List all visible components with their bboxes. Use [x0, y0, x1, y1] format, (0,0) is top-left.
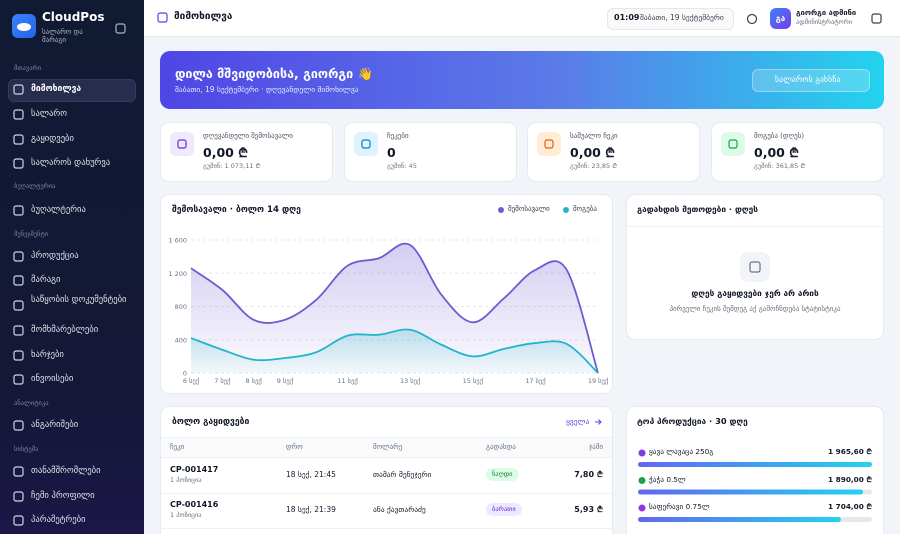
- top-products-card: [626, 406, 884, 534]
- nav-item[interactable]: თანამშრომლები: [31, 466, 101, 476]
- section-title: სისტემა: [14, 445, 39, 453]
- product-name: საფერავი 0.75ლ: [649, 502, 710, 511]
- nav-item[interactable]: ჩემი პროფილი: [31, 491, 95, 501]
- page-title: მიმოხილვა: [174, 11, 233, 22]
- banner: [160, 51, 884, 109]
- open-register-button: [752, 69, 870, 92]
- cashier: ანა ქავთარაძე: [373, 505, 426, 514]
- stat-label: საშუალო ჩეკი: [570, 132, 618, 140]
- cashier: თამარ მენეჯერი: [373, 470, 432, 479]
- nav-item[interactable]: მომხმარებლები: [31, 325, 99, 335]
- user-name: გიორგი ადმინი: [796, 8, 857, 17]
- nav-item[interactable]: გაყიდვები: [31, 134, 74, 144]
- nav-item[interactable]: ხარჯები: [31, 350, 64, 360]
- nav-item[interactable]: მარაგი: [31, 275, 61, 285]
- recent-sales-card: [160, 406, 613, 534]
- column-header: ჩეკი: [170, 443, 185, 451]
- empty-icon: [740, 252, 770, 282]
- nav-item[interactable]: პროდუქცია: [31, 251, 79, 261]
- empty-hint: პირველი ჩეკის შემდეგ აქ გამოჩნდება სტატი…: [669, 305, 841, 313]
- stat-value: 0,00 ₾: [570, 145, 615, 160]
- payment-pill: ნაღდი: [486, 468, 519, 481]
- user-role: ადმინისტრატორი: [796, 18, 853, 26]
- nav-item[interactable]: სალარო: [31, 109, 67, 119]
- button-label[interactable]: სალაროს გახსნა: [775, 75, 841, 84]
- banner-title: დილა მშვიდობისა, გიორგი 👋: [175, 66, 374, 81]
- section-title: ბუღალტერია: [14, 182, 56, 190]
- product-name: ყავა ლავაცა 250გ: [649, 447, 714, 456]
- divider: [627, 226, 883, 227]
- nav-item[interactable]: ბუღალტერია: [31, 205, 86, 215]
- column-header: ჯამი: [588, 443, 603, 451]
- stat-previous: გუშინ: 45: [387, 162, 417, 170]
- revenue-card: [160, 194, 613, 394]
- top-title: ტოპ პროდუქცია · 30 დღე: [637, 416, 748, 426]
- banner-subtitle: შაბათი, 19 სექტემბერი · დღევანდელი მიმოხ…: [175, 85, 359, 94]
- receipt-items: 1 პოზიცია: [170, 511, 202, 519]
- stat-previous: გუშინ: 23,85 ₾: [570, 162, 618, 170]
- sales-title: ბოლო გაყიდვები: [172, 417, 250, 427]
- sale-time: 18 სექ, 21:45: [286, 470, 336, 479]
- stat-icon: [354, 132, 378, 156]
- sale-total: 7,80 ₾: [574, 470, 603, 479]
- stat-icon: [537, 132, 561, 156]
- empty-title: დღეს გაყიდვები ჯერ არ არის: [691, 288, 819, 298]
- stat-previous: გუშინ: 361,85 ₾: [754, 162, 806, 170]
- clock-box: [607, 8, 734, 30]
- avatar: გა: [770, 8, 791, 29]
- stat-label: დღევანდელი შემოსავალი: [203, 132, 293, 140]
- nav-item[interactable]: მიმოხილვა: [31, 84, 82, 94]
- sale-time: 18 სექ, 21:39: [286, 505, 336, 514]
- date: შაბათი, 19 სექტემბერი: [640, 13, 724, 22]
- product-value: 1 890,00 ₾: [828, 474, 872, 484]
- stat-value: 0,00 ₾: [203, 145, 248, 160]
- table-head: [161, 437, 612, 458]
- product-value: 1 965,60 ₾: [828, 447, 872, 456]
- column-header: დრო: [286, 443, 303, 451]
- product-name: ჭაჭა 0.5ლ: [649, 474, 686, 484]
- stat-previous: გუშინ: 1 073,11 ₾: [203, 162, 261, 170]
- tagline: სალარო და მარაგი: [42, 28, 83, 45]
- stat-icon: [170, 132, 194, 156]
- legend-label: მოგება: [573, 205, 597, 213]
- nav-item[interactable]: პარამეტრები: [31, 515, 86, 525]
- chart-title: შემოსავალი · ბოლო 14 დღე: [172, 205, 301, 215]
- receipt-items: 1 პოზიცია: [170, 476, 202, 484]
- section-title: მთავარი: [14, 64, 42, 72]
- receipt-id: CP-001416: [170, 500, 219, 509]
- stat-value: 0: [387, 145, 396, 160]
- stat-label: მოგება (დღეს): [754, 132, 805, 140]
- view-all-link[interactable]: ყველა: [566, 417, 590, 426]
- nav-item[interactable]: ინვოისები: [31, 374, 74, 384]
- stat-label: ჩეკები: [387, 132, 409, 140]
- row-divider: [161, 493, 612, 494]
- legend-label: შემოსავალი: [508, 205, 550, 213]
- payments-title: გადახდის მეთოდები · დღეს: [637, 204, 758, 214]
- row-divider: [161, 528, 612, 529]
- payment-pill: ბარათი: [486, 503, 522, 516]
- brand: CloudPos: [42, 10, 105, 24]
- section-title: მენეჯმენტი: [14, 230, 49, 238]
- stat-icon: [721, 132, 745, 156]
- nav-item[interactable]: სალაროს დახურვა: [31, 158, 111, 168]
- stat-value: 0,00 ₾: [754, 145, 799, 160]
- nav-item[interactable]: ანგარიშები: [31, 420, 79, 430]
- receipt-id: CP-001417: [170, 465, 219, 474]
- active-item: [8, 79, 136, 102]
- column-header: მოლარე: [373, 443, 403, 451]
- product-value: 1 704,00 ₾: [828, 502, 872, 511]
- sale-total: 5,93 ₾: [574, 505, 603, 514]
- column-header: გადახდა: [486, 443, 516, 451]
- nav-item[interactable]: საწყობის დოკუმენტები: [31, 295, 127, 305]
- time: 01:09: [614, 13, 640, 22]
- logo: [12, 14, 36, 38]
- section-title: ანალიტიკა: [14, 399, 49, 407]
